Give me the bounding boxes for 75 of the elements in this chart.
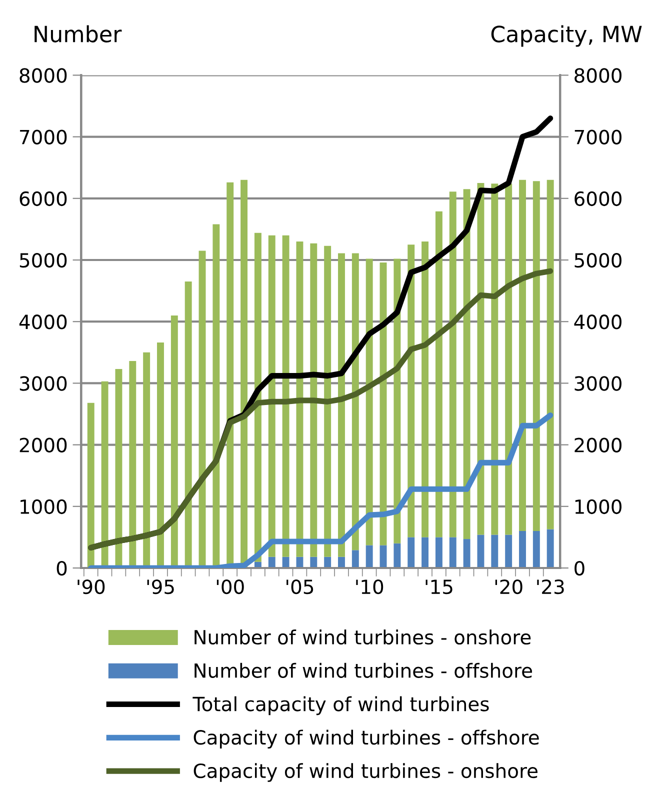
bar	[435, 537, 442, 568]
bar	[505, 534, 512, 568]
bar	[310, 556, 318, 568]
bar	[463, 539, 470, 568]
bar	[268, 235, 276, 557]
y2-tick-label: 7000	[574, 130, 622, 144]
bar	[380, 545, 387, 568]
bar	[324, 246, 332, 557]
y2-tick-label: 6000	[574, 191, 622, 206]
bar	[546, 529, 554, 568]
bar	[87, 402, 94, 568]
x-tick-label: '00	[216, 579, 244, 594]
bar	[324, 556, 332, 568]
y2-tick-label: 2000	[574, 438, 622, 452]
y2-tick-label: 0	[574, 560, 584, 576]
legend-label: Capacity of wind turbines - offshore	[194, 730, 539, 749]
y2-tick-label: 4000	[574, 314, 622, 330]
bar	[268, 556, 276, 568]
bar	[422, 537, 429, 568]
bar	[532, 181, 540, 532]
legend-label: Total capacity of wind turbines	[192, 696, 489, 716]
y-tick-label: 8000	[20, 68, 67, 83]
bar	[463, 189, 470, 540]
bar	[519, 180, 526, 532]
y-axis-title: Number	[34, 25, 122, 42]
bar	[352, 253, 359, 550]
bar	[477, 183, 484, 535]
y-tick-label: 0	[56, 560, 67, 576]
bar	[491, 184, 498, 535]
bar	[366, 258, 373, 546]
bar	[449, 192, 456, 538]
bar	[519, 531, 526, 568]
x-tick-label: '23	[537, 579, 564, 594]
legend-label: Number of wind turbines - offshore	[194, 662, 532, 678]
bar	[435, 211, 442, 538]
bar	[532, 531, 540, 568]
bar	[394, 543, 401, 568]
bar	[352, 550, 359, 568]
y-tick-label: 7000	[20, 130, 67, 144]
x-tick-label: '15	[426, 580, 452, 594]
bar	[338, 253, 345, 557]
bar	[422, 242, 429, 538]
bar	[254, 232, 262, 562]
x-tick-label: '10	[356, 579, 384, 594]
bar	[296, 242, 304, 557]
bar	[310, 243, 318, 557]
y-tick-label: 1000	[20, 499, 67, 514]
x-tick-label: '20	[495, 579, 522, 594]
bar	[366, 545, 373, 568]
bar	[282, 556, 290, 568]
y2-tick-label: 5000	[574, 252, 622, 268]
bar	[338, 556, 345, 568]
y2-tick-label: 8000	[574, 68, 622, 83]
bar	[505, 184, 512, 535]
legend-label: Capacity of wind turbines - onshore	[194, 763, 538, 782]
y-tick-label: 5000	[20, 252, 67, 268]
bar	[449, 537, 456, 568]
x-tick-label: '95	[147, 579, 174, 594]
y2-tick-label: 1000	[575, 499, 622, 514]
y-tick-label: 3000	[20, 376, 67, 391]
bar	[296, 556, 304, 568]
y-tick-label: 6000	[20, 191, 67, 206]
x-tick-label: '05	[286, 579, 314, 594]
y2-axis-title: Capacity, MW	[491, 25, 642, 47]
x-tick-label: '90	[78, 579, 105, 594]
bar	[491, 534, 498, 568]
bar	[240, 180, 248, 568]
bar	[282, 235, 290, 557]
bar	[408, 537, 415, 568]
bar	[546, 180, 554, 530]
y-tick-label: 4000	[19, 314, 67, 330]
legend-label: Number of wind turbines - onshore	[194, 630, 531, 645]
y-tick-label: 2000	[20, 438, 67, 452]
y2-tick-label: 3000	[574, 376, 622, 391]
bar	[477, 534, 484, 568]
